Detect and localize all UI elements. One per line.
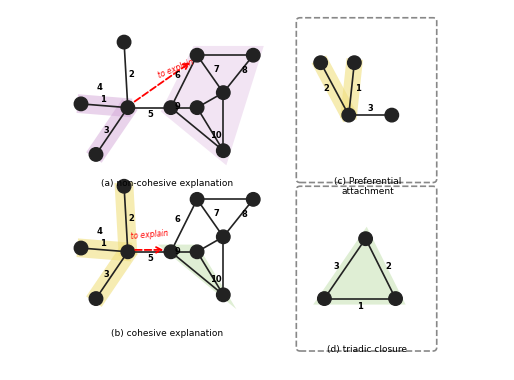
- Text: 1: 1: [357, 302, 363, 310]
- Text: to explain: to explain: [130, 229, 169, 241]
- Text: (c) Preferential
attachment: (c) Preferential attachment: [334, 177, 401, 196]
- Circle shape: [74, 241, 88, 255]
- Circle shape: [216, 288, 230, 302]
- Polygon shape: [86, 99, 138, 163]
- Text: 5: 5: [147, 110, 153, 119]
- Circle shape: [164, 245, 178, 258]
- Text: 10: 10: [210, 131, 222, 139]
- Polygon shape: [158, 245, 236, 309]
- Text: 9: 9: [174, 102, 180, 111]
- Polygon shape: [161, 46, 264, 165]
- Circle shape: [385, 108, 398, 122]
- Text: 8: 8: [242, 66, 247, 75]
- Circle shape: [121, 245, 135, 258]
- Text: (b) cohesive explanation: (b) cohesive explanation: [111, 329, 223, 337]
- Text: 3: 3: [334, 262, 340, 271]
- Circle shape: [389, 292, 402, 305]
- Text: 10: 10: [210, 275, 222, 284]
- Text: 1: 1: [355, 84, 361, 93]
- Polygon shape: [86, 244, 138, 307]
- Circle shape: [89, 148, 103, 161]
- Text: 3: 3: [103, 126, 109, 135]
- Polygon shape: [77, 238, 132, 261]
- Text: 1: 1: [100, 95, 105, 104]
- Text: 9: 9: [174, 247, 180, 255]
- Circle shape: [359, 232, 372, 245]
- Text: (a) non-cohesive explanation: (a) non-cohesive explanation: [101, 179, 233, 188]
- Circle shape: [190, 193, 204, 206]
- Circle shape: [314, 56, 327, 70]
- Circle shape: [117, 35, 131, 49]
- Circle shape: [216, 86, 230, 100]
- Text: 2: 2: [386, 262, 392, 271]
- Circle shape: [247, 193, 260, 206]
- Circle shape: [164, 101, 178, 114]
- Text: 4: 4: [97, 82, 103, 92]
- Text: 2: 2: [128, 214, 134, 223]
- Circle shape: [89, 292, 103, 305]
- Circle shape: [318, 292, 331, 305]
- Circle shape: [216, 144, 230, 157]
- Circle shape: [117, 179, 131, 193]
- Circle shape: [347, 56, 361, 70]
- Text: 3: 3: [368, 104, 373, 113]
- Text: 7: 7: [213, 209, 219, 218]
- Circle shape: [216, 230, 230, 244]
- Text: 1: 1: [100, 239, 105, 249]
- Text: 7: 7: [213, 65, 219, 74]
- Circle shape: [190, 101, 204, 114]
- Text: to explain: to explain: [156, 57, 195, 79]
- Text: 4: 4: [97, 227, 103, 236]
- Text: 6: 6: [174, 215, 180, 225]
- Circle shape: [121, 101, 135, 114]
- Circle shape: [247, 49, 260, 62]
- Polygon shape: [77, 94, 132, 117]
- Circle shape: [190, 245, 204, 258]
- Text: (d) triadic closure: (d) triadic closure: [327, 345, 408, 355]
- Text: 5: 5: [147, 254, 153, 263]
- Circle shape: [74, 97, 88, 111]
- Circle shape: [190, 49, 204, 62]
- Text: 8: 8: [242, 210, 247, 219]
- Text: 6: 6: [174, 71, 180, 80]
- Text: 3: 3: [103, 270, 109, 279]
- Polygon shape: [313, 227, 406, 305]
- Polygon shape: [340, 58, 363, 120]
- Circle shape: [342, 108, 356, 122]
- Polygon shape: [311, 55, 358, 122]
- Text: 2: 2: [128, 70, 134, 79]
- Polygon shape: [115, 182, 137, 256]
- Text: 2: 2: [323, 84, 329, 93]
